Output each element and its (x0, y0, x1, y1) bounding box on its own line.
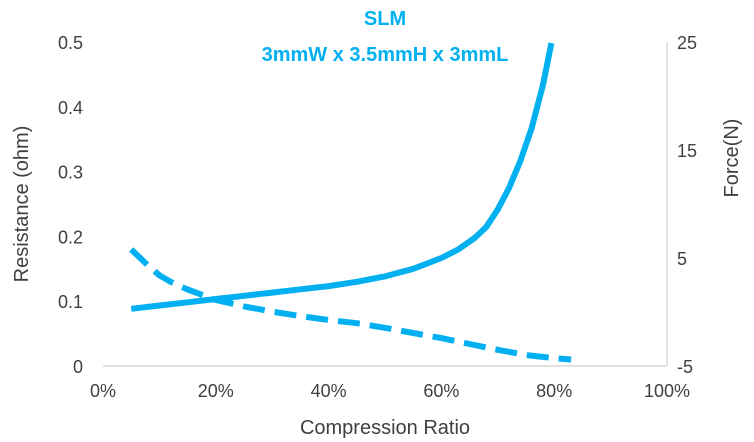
y-tick-label: 0.1 (58, 292, 83, 312)
y2-tick-label: 25 (677, 33, 697, 53)
series-lines (129, 42, 572, 363)
chart-subtitle: 3mmW x 3.5mmH x 3mmL (262, 44, 509, 66)
y-axis-title: Resistance (ohm) (11, 126, 33, 283)
tick-labels: 0% 20% 40% 60% 80% 100% 0 0.1 0.2 0.3 0.4 0.5 -5 5 15 2… (58, 33, 697, 401)
x-tick-label: 20% (198, 381, 234, 401)
x-tick-label: 100% (644, 381, 690, 401)
y-tick-label: 0.3 (58, 163, 83, 183)
y-tick-label: 0.2 (58, 227, 83, 247)
y2-axis-title: Force(N) (721, 119, 743, 198)
y2-tick-label: -5 (677, 357, 693, 377)
x-tick-label: 40% (311, 381, 347, 401)
force-line (130, 42, 555, 312)
y2-tick-label: 5 (677, 249, 687, 269)
axes (103, 42, 668, 367)
y-tick-label: 0 (73, 357, 83, 377)
x-tick-label: 80% (536, 381, 572, 401)
x-axis-title: Compression Ratio (300, 417, 470, 439)
x-tick-label: 0% (90, 381, 116, 401)
resistance-line (129, 247, 572, 363)
x-tick-label: 60% (423, 381, 459, 401)
y-tick-label: 0.4 (58, 98, 83, 118)
chart-title: SLM (364, 8, 406, 30)
y-tick-label: 0.5 (58, 33, 83, 53)
y2-tick-label: 15 (677, 141, 697, 161)
